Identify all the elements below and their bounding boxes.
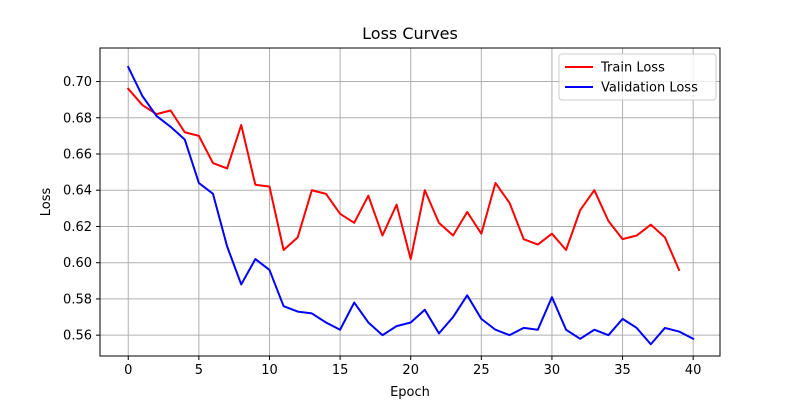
y-tick-label: 0.56 [63, 329, 92, 344]
y-tick-label: 0.64 [63, 184, 92, 199]
x-tick-label: 20 [402, 363, 419, 378]
plot-frame [99, 47, 721, 357]
chart-title: Loss Curves [362, 24, 458, 43]
y-tick-label: 0.68 [63, 111, 92, 126]
x-tick-label: 30 [544, 363, 561, 378]
y-tick-label: 0.66 [63, 147, 92, 162]
y-tick-label: 0.62 [63, 220, 92, 235]
y-tick-label: 0.58 [63, 292, 92, 307]
x-tick-label: 25 [473, 363, 490, 378]
y-tick-label: 0.60 [63, 256, 92, 271]
series-layer [126, 65, 695, 346]
y-axis-label: Loss [39, 188, 54, 217]
legend: Train Loss Validation Loss [558, 53, 717, 101]
x-tick-label: 35 [614, 363, 631, 378]
x-tick-label: 0 [124, 363, 132, 378]
x-tick-label: 15 [332, 363, 349, 378]
legend-label: Train Loss [600, 61, 665, 76]
legend-label: Validation Loss [601, 81, 698, 96]
x-tick-label: 10 [261, 363, 278, 378]
ticks: 0 5 10 15 20 25 30 35 40 0.56 0.58 0.60 0.62 0.64 0.66… [63, 75, 701, 378]
x-tick-label: 40 [685, 363, 702, 378]
y-tick-label: 0.70 [63, 75, 92, 90]
series-line-train-loss [126, 87, 681, 272]
x-tick-label: 5 [195, 363, 203, 378]
series-line-validation-loss [126, 65, 695, 346]
x-axis-label: Epoch [390, 385, 430, 400]
legend-box [558, 53, 717, 101]
